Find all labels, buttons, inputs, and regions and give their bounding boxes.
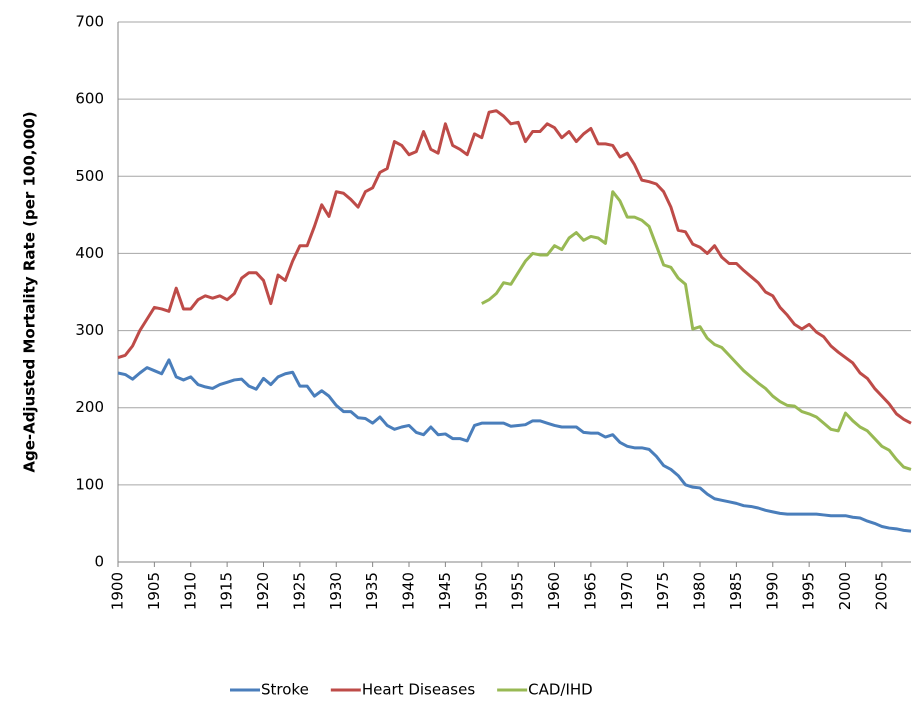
x-tick-label: 1900 — [109, 572, 127, 610]
y-tick-label: 0 — [94, 553, 104, 571]
x-tick-label: 1925 — [290, 572, 308, 610]
x-tick-label: 1955 — [509, 572, 527, 610]
x-tick-label: 1930 — [327, 572, 345, 610]
x-tick-label: 1985 — [727, 572, 745, 610]
x-tick-label: 1945 — [436, 572, 454, 610]
x-tick-label: 2000 — [836, 572, 854, 610]
y-tick-label: 200 — [75, 398, 104, 416]
x-tick-label: 1980 — [691, 572, 709, 610]
series-line — [117, 358, 912, 533]
series-line — [481, 190, 912, 471]
y-tick-label: 400 — [75, 244, 104, 262]
legend-label: Stroke — [261, 681, 309, 699]
y-axis-label: Age-Adjusted Mortality Rate (per 100,000… — [21, 111, 39, 472]
y-tick-label: 300 — [75, 321, 104, 339]
x-tick-label: 1995 — [800, 572, 818, 610]
x-tick-label: 1935 — [363, 572, 381, 610]
y-tick-label: 100 — [75, 475, 104, 493]
x-tick-label: 1905 — [145, 572, 163, 610]
x-tick-label: 1950 — [472, 572, 490, 610]
legend-label: Heart Diseases — [362, 681, 476, 699]
x-tick-label: 1940 — [400, 572, 418, 610]
x-tick-label: 1960 — [545, 572, 563, 610]
legend-label: CAD/IHD — [528, 681, 593, 699]
y-tick-label: 600 — [75, 90, 104, 108]
x-tick-label: 1975 — [654, 572, 672, 610]
x-tick-label: 1965 — [581, 572, 599, 610]
x-tick-label: 1910 — [181, 572, 199, 610]
series-line — [117, 109, 912, 425]
y-tick-label: 500 — [75, 167, 104, 185]
x-tick-label: 1970 — [618, 572, 636, 610]
legend: Stroke Heart Diseases CAD/IHD — [230, 681, 593, 699]
x-tick-label: 2005 — [872, 572, 890, 610]
x-tick-label: 1915 — [218, 572, 236, 610]
x-tick-label: 1920 — [254, 572, 272, 610]
x-tick-label: 1990 — [763, 572, 781, 610]
y-tick-label: 700 — [75, 13, 104, 31]
